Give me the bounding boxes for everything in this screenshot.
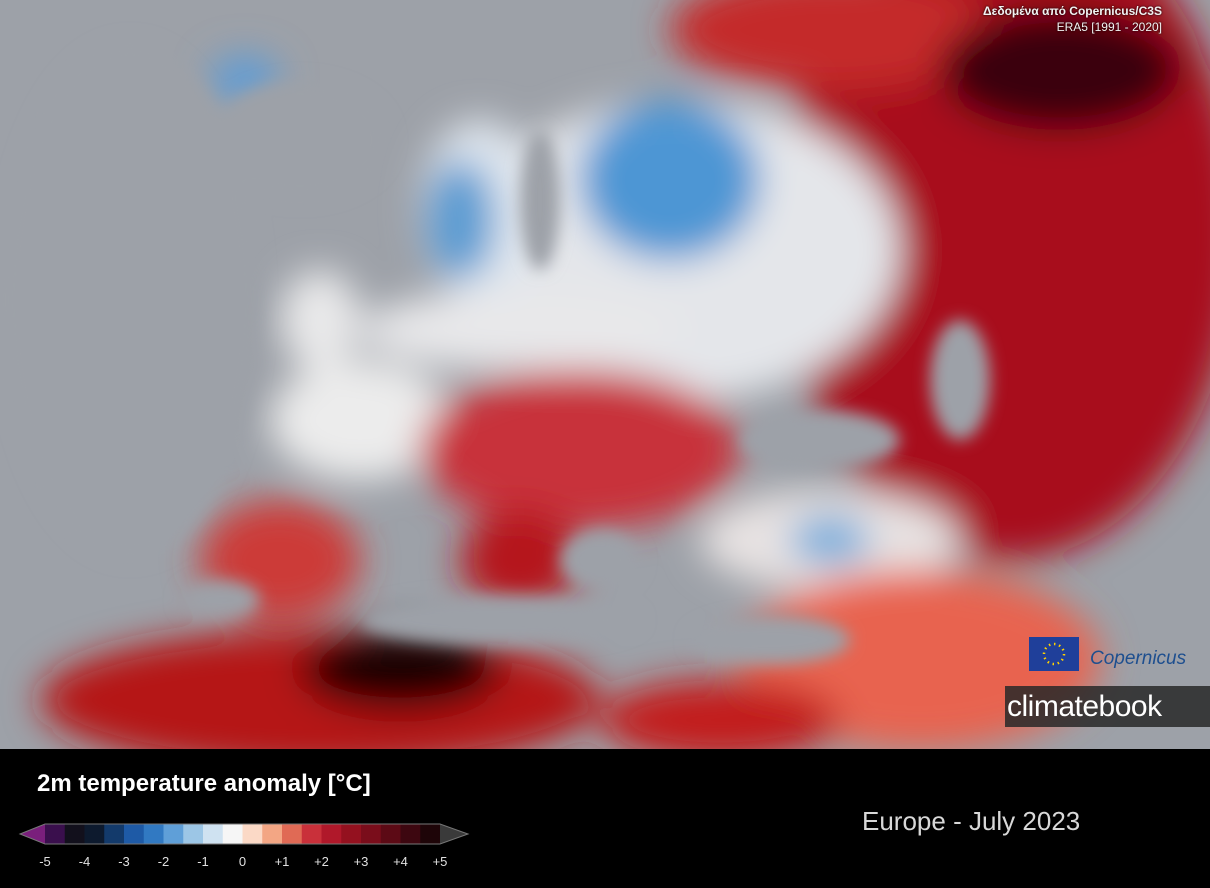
colorbar-segment: [321, 824, 342, 844]
colorbar-tick-label: +1: [275, 854, 290, 869]
stars: [1042, 642, 1066, 666]
colorbar-segment: [341, 824, 362, 844]
colorbar-segment: [222, 824, 243, 844]
colorbar-segment: [84, 824, 105, 844]
colorbar-segment: [420, 824, 441, 844]
flag: [1029, 637, 1079, 671]
map-subtitle: Europe - July 2023: [862, 806, 1081, 836]
colorbar-outline: [18, 823, 470, 845]
colorbar-segment: [143, 824, 164, 844]
colorbar-tick-label: -1: [197, 854, 209, 869]
eu-flag: [1029, 637, 1079, 671]
legend-title: 2m temperature anomaly [°C]: [37, 770, 371, 797]
colorbar-segment: [361, 824, 382, 844]
colorbar-segment: [45, 824, 66, 844]
colorbar-segment: [183, 824, 204, 844]
colorbar-segment: [203, 824, 224, 844]
credit-line: ERA5 [1991 - 2020]: [1056, 20, 1162, 34]
inland-seas: [0, 40, 990, 665]
colorbar-tick-label: 0: [239, 854, 246, 869]
colorbar-tick-label: +2: [314, 854, 329, 869]
colorbar-tick-label: -4: [79, 854, 91, 869]
credit-line: Δεδομένα από Copernicus/C3S: [983, 4, 1162, 18]
map: [0, 0, 1210, 749]
colorbar-low-arrow: [20, 824, 45, 844]
legend-panel: [0, 749, 1210, 888]
colorbar-segment: [380, 824, 401, 844]
colorbar-tick-label: -2: [158, 854, 170, 869]
colorbar-segment: [242, 824, 263, 844]
colorbar-segment: [262, 824, 283, 844]
colorbar-segment: [64, 824, 85, 844]
colorbar-high-arrow: [440, 824, 468, 844]
colorbar-segment: [301, 824, 322, 844]
colorbar-tick-label: +3: [354, 854, 369, 869]
colorbar-segment: [124, 824, 145, 844]
colorbar-tick-label: -5: [39, 854, 51, 869]
colorbar-segment: [163, 824, 184, 844]
colorbar-segment: [104, 824, 125, 844]
colorbar-segment: [400, 824, 421, 844]
colorbar-tick-label: +5: [433, 854, 448, 869]
climatebook-logo: climatebook: [1005, 686, 1210, 727]
anomaly-field: [40, 0, 1210, 749]
colorbar-tick-label: +4: [393, 854, 408, 869]
colorbar-segment: [282, 824, 303, 844]
colorbar-tick-label: -3: [118, 854, 130, 869]
colorbar: -5 -4 -3 -2 -1 0 +1 +2 +3 +4 +5: [18, 823, 470, 869]
copernicus-logo: Copernicus: [1090, 648, 1187, 669]
